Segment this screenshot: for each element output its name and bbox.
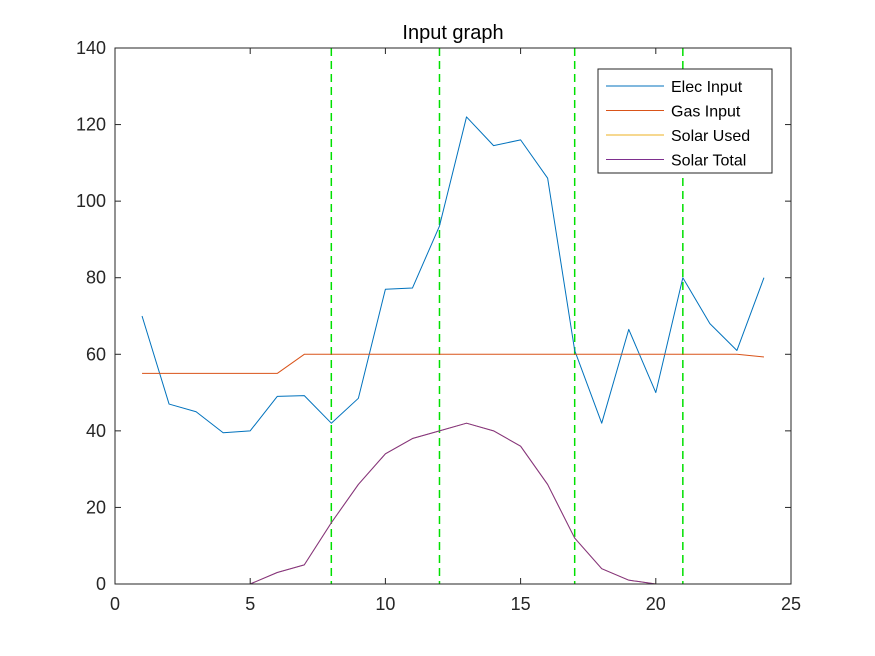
legend-label-2: Solar Used xyxy=(671,128,750,145)
series-line-gas-input xyxy=(142,353,765,374)
legend-label-1: Gas Input xyxy=(671,104,741,121)
y-tick-label-2: 40 xyxy=(86,421,106,441)
legend: Elec Input Gas Input Solar Used Solar Total xyxy=(597,68,773,174)
y-tick-label-1: 20 xyxy=(86,497,106,517)
x-tick-label-4: 20 xyxy=(646,594,666,614)
x-tick-label-0: 0 xyxy=(110,594,120,614)
legend-label-0: Elec Input xyxy=(671,79,743,96)
y-tick-label-3: 60 xyxy=(86,344,106,364)
series-line-elec-input xyxy=(141,116,765,434)
y-tick-label-5: 100 xyxy=(76,191,106,211)
x-tick-label-5: 25 xyxy=(781,594,801,614)
chart-title: Input graph xyxy=(402,22,503,44)
x-axis: 0 5 10 15 20 25 xyxy=(110,48,801,614)
y-tick-label-4: 80 xyxy=(86,268,106,288)
y-axis: 0 20 40 60 80 100 120 140 xyxy=(76,38,791,594)
x-tick-label-3: 15 xyxy=(511,594,531,614)
y-tick-label-6: 120 xyxy=(76,115,106,135)
x-tick-label-1: 5 xyxy=(245,594,255,614)
axes-frame xyxy=(114,47,792,585)
legend-label-3: Solar Total xyxy=(671,153,746,170)
y-tick-label-0: 0 xyxy=(96,574,106,594)
y-tick-label-7: 140 xyxy=(76,38,106,58)
x-tick-label-2: 10 xyxy=(375,594,395,614)
vertical-markers xyxy=(330,48,684,584)
